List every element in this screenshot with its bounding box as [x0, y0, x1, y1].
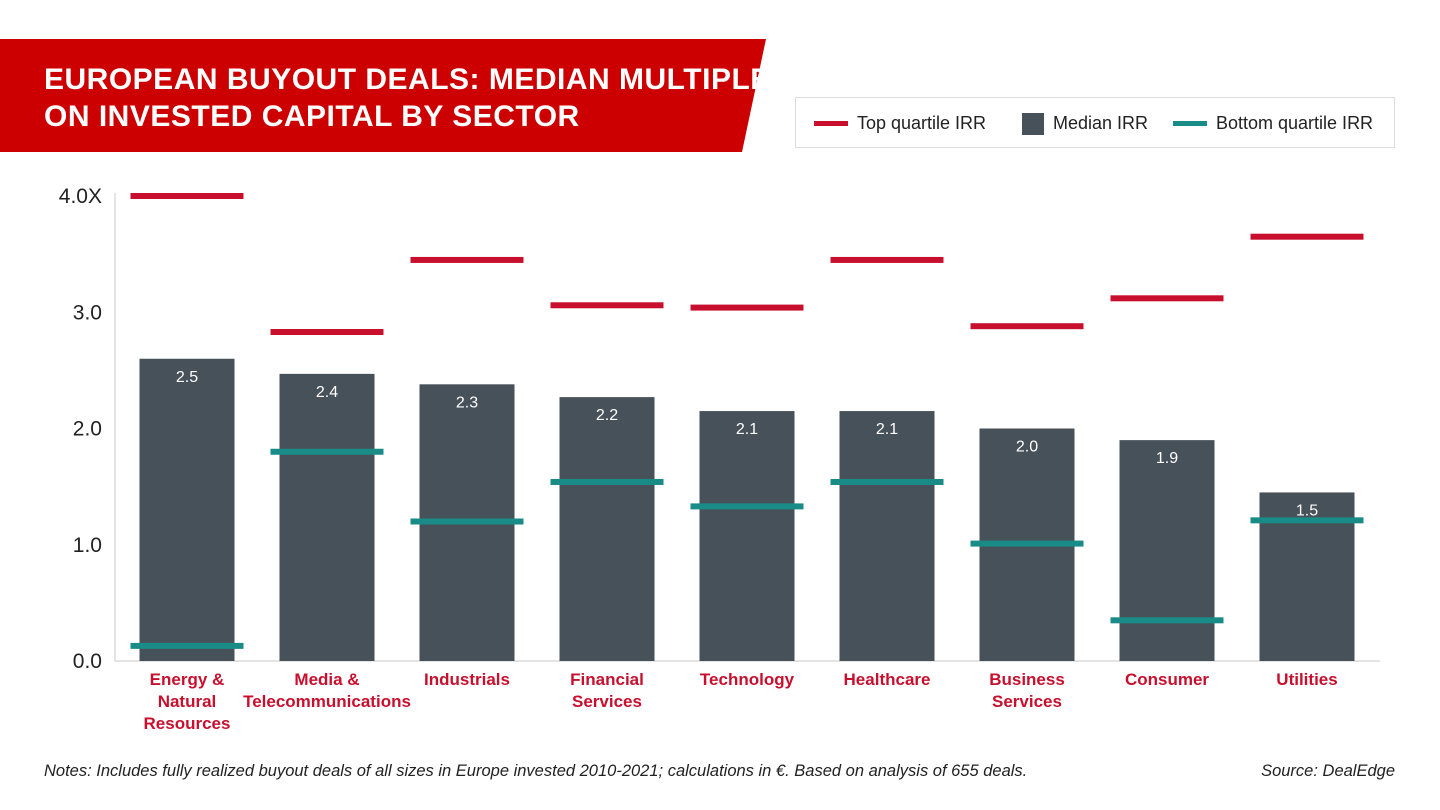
category-label: Industrials — [424, 670, 510, 689]
legend-swatch-top-quartile — [814, 121, 848, 126]
legend-item-top-quartile: Top quartile IRR — [814, 98, 986, 149]
category-label: Services — [992, 692, 1062, 711]
category-label: Media & — [294, 670, 359, 689]
category-label: Healthcare — [844, 670, 931, 689]
banner-shape — [0, 39, 766, 152]
y-tick-label: 2.0 — [73, 418, 102, 441]
category-label: Business — [989, 670, 1065, 689]
median-bar — [699, 411, 795, 661]
chart: 0.0 1.0 2.0 3.0 4.0X 2.5 Energy & Natural Resour… — [59, 185, 1380, 733]
y-tick-label: 3.0 — [73, 301, 102, 324]
footer-notes: Notes: Includes fully realized buyout de… — [44, 762, 1028, 780]
legend-swatch-bottom-quartile — [1173, 121, 1207, 126]
top-quartile-marker — [270, 329, 384, 336]
category-label: Financial — [570, 670, 644, 689]
median-value-label: 2.0 — [1016, 439, 1038, 456]
bottom-quartile-marker — [410, 518, 524, 525]
bottom-quartile-marker — [270, 448, 384, 455]
top-quartile-marker — [690, 304, 804, 311]
median-value-label: 2.3 — [456, 394, 478, 411]
top-quartile-marker — [1110, 295, 1224, 302]
legend-label-median: Median IRR — [1053, 113, 1149, 133]
legend: Top quartile IRR Median IRR Bottom quart… — [795, 97, 1395, 148]
y-tick-label: 0.0 — [73, 650, 102, 673]
median-value-label: 1.9 — [1156, 450, 1178, 467]
median-bar — [559, 397, 655, 661]
median-value-label: 2.1 — [876, 421, 898, 438]
chart-title-line-1: EUROPEAN BUYOUT DEALS: MEDIAN MULTIPLE — [44, 63, 771, 96]
top-quartile-marker — [550, 302, 664, 309]
category-label: Utilities — [1276, 670, 1337, 689]
median-value-label: 2.4 — [316, 384, 338, 401]
legend-item-bottom-quartile: Bottom quartile IRR — [1173, 98, 1373, 149]
bottom-quartile-marker — [1250, 517, 1364, 524]
category-label: Services — [572, 692, 642, 711]
category-label: Technology — [700, 670, 795, 689]
top-quartile-marker — [830, 256, 944, 263]
legend-label-top-quartile: Top quartile IRR — [857, 113, 987, 133]
median-bar — [1119, 440, 1215, 661]
bottom-quartile-marker — [690, 503, 804, 510]
median-value-label: 2.2 — [596, 407, 618, 424]
bottom-quartile-marker — [830, 478, 944, 485]
top-quartile-marker — [970, 323, 1084, 330]
category-label: Consumer — [1125, 670, 1209, 689]
legend-item-median: Median IRR — [1022, 98, 1148, 149]
top-quartile-marker — [410, 256, 524, 263]
chart-title-line-2: ON INVESTED CAPITAL BY SECTOR — [44, 100, 580, 133]
bottom-quartile-marker — [1110, 617, 1224, 624]
median-value-label: 2.5 — [176, 369, 198, 386]
legend-swatch-median — [1022, 112, 1044, 135]
y-tick-label: 4.0X — [59, 185, 102, 208]
category-label: Resources — [144, 714, 231, 733]
top-quartile-marker — [130, 193, 244, 199]
median-value-label: 2.1 — [736, 421, 758, 438]
category-label: Natural — [158, 692, 217, 711]
median-bar — [139, 358, 235, 661]
bottom-quartile-marker — [550, 478, 664, 485]
median-bar — [839, 411, 935, 661]
bottom-quartile-marker — [130, 642, 244, 649]
legend-label-bottom-quartile: Bottom quartile IRR — [1216, 113, 1374, 133]
y-tick-label: 1.0 — [73, 534, 102, 557]
bottom-quartile-marker — [970, 540, 1084, 547]
median-bar — [279, 373, 375, 661]
footer-source: Source: DealEdge — [1261, 762, 1395, 780]
top-quartile-marker — [1250, 233, 1364, 240]
category-label: Energy & — [150, 670, 225, 689]
category-label: Telecommunications — [243, 692, 411, 711]
median-value-label: 1.5 — [1296, 502, 1318, 519]
title-banner: EUROPEAN BUYOUT DEALS: MEDIAN MULTIPLE O… — [0, 0, 770, 152]
